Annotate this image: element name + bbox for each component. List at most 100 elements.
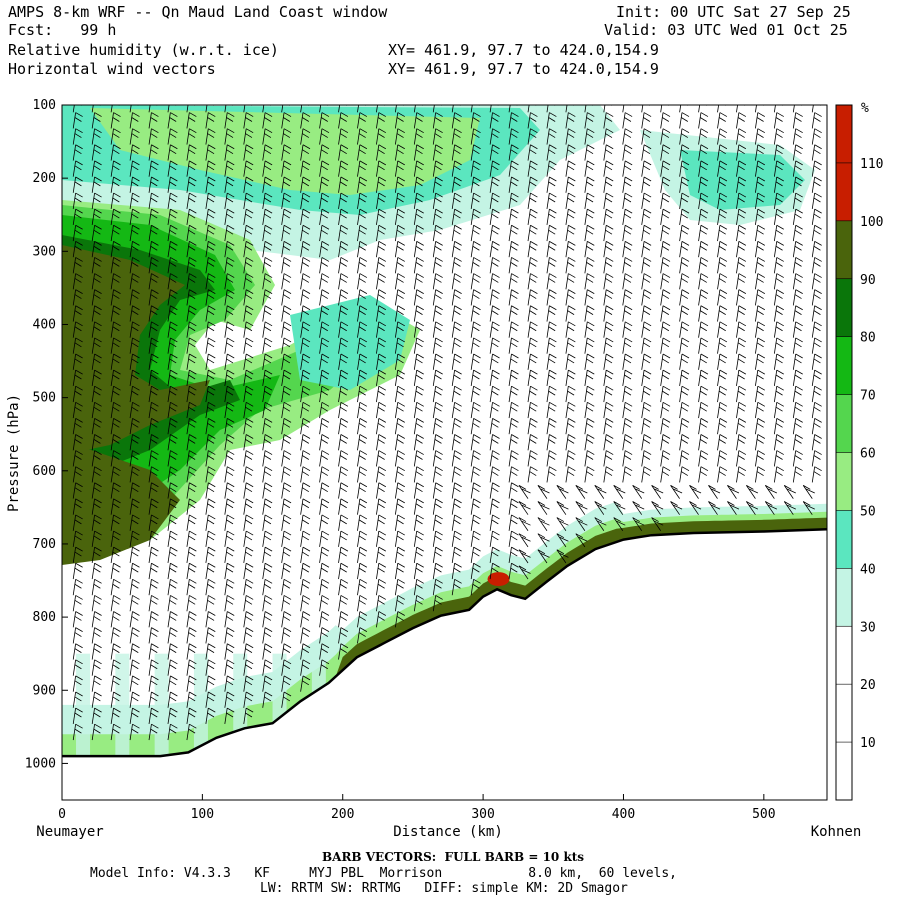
wind-barb: [91, 627, 102, 644]
x-tick-label: 400: [612, 807, 635, 822]
wind-barb: [584, 337, 595, 354]
wind-barb: [110, 128, 121, 145]
wind-barb: [603, 337, 614, 354]
wind-barb: [394, 514, 405, 531]
wind-barb: [148, 353, 159, 370]
wind-barb: [470, 241, 481, 258]
wind-barb: [584, 466, 595, 483]
wind-barb: [413, 450, 424, 467]
wind-barb: [300, 128, 311, 145]
wind-barb: [546, 337, 557, 354]
wind-barb: [546, 369, 557, 386]
wind-barb: [224, 595, 235, 612]
rh-shading: [62, 105, 827, 757]
wind-barb: [527, 112, 538, 129]
wind-barb: [527, 305, 538, 322]
colorbar-label: 20: [860, 678, 876, 693]
wind-barb: [584, 434, 595, 451]
wind-barb: [281, 128, 292, 145]
wind-barb: [622, 112, 633, 129]
wind-barb: [186, 450, 197, 467]
wind-barb: [489, 353, 500, 370]
wind-barb: [243, 450, 254, 467]
wind-barb: [129, 530, 140, 547]
wind-barb: [262, 105, 272, 113]
wind-barb: [603, 321, 614, 338]
wind-barb: [148, 385, 159, 403]
wind-barb: [167, 273, 178, 290]
wind-barb: [300, 418, 311, 435]
wind-barb: [508, 241, 519, 258]
wind-barb: [736, 418, 747, 435]
wind-barb: [641, 289, 652, 306]
wind-barb: [584, 105, 594, 113]
wind-barb: [508, 385, 519, 403]
wind-barb: [792, 257, 803, 274]
wind-barb: [262, 305, 273, 322]
rh-streak: [272, 653, 287, 724]
wind-barb: [764, 485, 778, 499]
wind-barb: [72, 514, 83, 531]
wind-barb: [584, 176, 595, 193]
wind-barb: [319, 466, 330, 483]
wind-barb: [72, 595, 83, 612]
wind-barb: [432, 257, 443, 274]
wind-barb: [755, 401, 766, 419]
wind-barb: [129, 643, 140, 660]
wind-barb: [584, 224, 595, 242]
wind-barb: [300, 482, 311, 499]
wind-barb: [110, 450, 121, 467]
wind-barb: [243, 105, 253, 113]
wind-barb: [451, 144, 462, 161]
wind-barb: [262, 128, 273, 145]
wind-barb: [698, 289, 709, 306]
wind-barb: [773, 385, 784, 403]
wind-barb: [167, 595, 178, 612]
wind-barb: [432, 273, 443, 290]
wind-barb: [262, 385, 273, 403]
wind-barb: [755, 105, 764, 113]
wind-barb: [148, 321, 159, 338]
wind-barb: [394, 562, 405, 580]
wind-barb: [167, 691, 178, 708]
wind-barb: [584, 450, 595, 467]
wind-barb: [186, 691, 197, 708]
wind-barb: [792, 321, 803, 338]
wind-barb: [736, 160, 747, 177]
wind-barb: [489, 257, 500, 274]
wind-barb: [622, 450, 633, 467]
wind-barb: [660, 321, 671, 338]
wind-barb: [262, 160, 273, 177]
barb-legend: BARB VECTORS: FULL BARB = 10 kts: [322, 850, 585, 864]
rh-streak: [76, 653, 91, 757]
wind-barb: [262, 176, 273, 193]
wind-barb: [319, 160, 330, 177]
wind-barb: [186, 466, 197, 483]
wind-barb: [148, 578, 159, 596]
wind-barb: [167, 707, 178, 724]
wind-barb: [717, 466, 728, 483]
wind-barb: [660, 128, 671, 145]
wind-barb: [243, 627, 254, 644]
wind-barb: [167, 353, 178, 370]
wind-barb: [224, 353, 235, 370]
wind-barb: [394, 241, 405, 258]
wind-barb: [811, 192, 822, 209]
wind-barb: [110, 192, 121, 209]
wind-barb: [811, 128, 822, 145]
wind-barb: [300, 611, 311, 628]
wind-barb: [167, 337, 178, 354]
wind-barb: [224, 643, 235, 660]
wind-barb: [319, 385, 330, 403]
wind-barb: [603, 208, 614, 226]
wind-barb: [148, 160, 159, 177]
wind-barb: [413, 401, 424, 419]
x-tick-label: 500: [752, 807, 775, 822]
wind-barb: [186, 723, 197, 741]
wind-barb: [110, 353, 121, 370]
wind-barb: [110, 578, 121, 596]
wind-barb: [641, 224, 652, 242]
wind-barb: [300, 305, 311, 322]
wind-barb: [736, 257, 747, 274]
wind-barb: [300, 241, 311, 258]
